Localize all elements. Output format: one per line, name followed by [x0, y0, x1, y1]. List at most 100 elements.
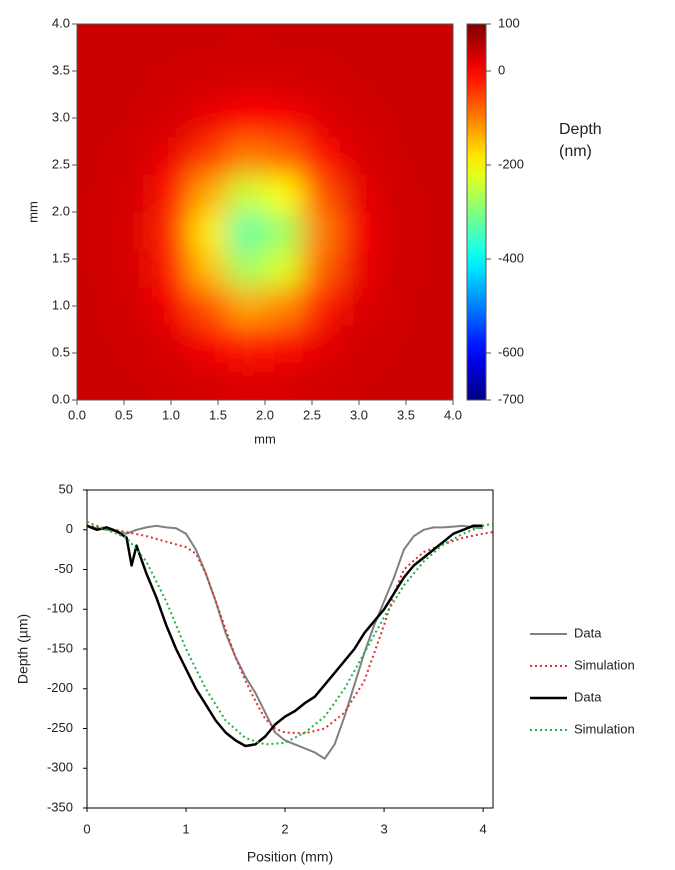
heatmap-cell: [77, 99, 116, 138]
heatmap-cell: [265, 212, 304, 251]
y-tick-label: 1.0: [52, 297, 70, 312]
colorbar: [466, 23, 487, 401]
heatmap-cell: [340, 212, 379, 251]
heatmap-cell: [265, 24, 304, 63]
y-tick-label: 0.0: [52, 391, 70, 406]
x-tick-label: 3.0: [350, 407, 368, 422]
heatmap-cell: [227, 362, 266, 400]
heatmap-cell: [77, 324, 116, 363]
heatmap-cell: [114, 212, 153, 251]
heatmap-cell: [189, 212, 228, 251]
heatmap-cell: [340, 99, 379, 138]
legend-label: Simulation: [574, 721, 635, 736]
heatmap-cell: [377, 24, 416, 63]
x-tick-label: 4: [479, 821, 486, 836]
heatmap-cell: [189, 287, 228, 326]
y-tick-label: 50: [59, 481, 73, 496]
heatmap-cell: [265, 324, 304, 363]
heatmap-cell: [77, 136, 116, 175]
heatmap-cell: [340, 61, 379, 100]
legend-label: Data: [574, 689, 602, 704]
heatmap-cell: [340, 324, 379, 363]
heatmap-cell: [189, 362, 228, 400]
heatmap-cell: [302, 99, 341, 138]
y-tick-label: -100: [47, 601, 73, 616]
y-tick-label: 3.5: [52, 62, 70, 77]
heatmap-cell: [377, 61, 416, 100]
y-tick-label: -250: [47, 720, 73, 735]
y-axis-label: Depth (µm): [15, 614, 31, 684]
heatmap-cell: [340, 24, 379, 63]
x-tick-label: 0.0: [68, 407, 86, 422]
heatmap-cell: [377, 324, 416, 363]
heatmap-cell: [265, 362, 304, 400]
y-tick-label: 3.0: [52, 109, 70, 124]
heatmap-cell: [152, 136, 191, 175]
heatmap-cell: [265, 61, 304, 100]
heatmap-cell: [189, 99, 228, 138]
x-tick-label: 1.0: [162, 407, 180, 422]
heatmap-cell: [377, 136, 416, 175]
data-line: [87, 524, 484, 760]
heatmap-cell: [114, 324, 153, 363]
heatmap-cell: [415, 324, 453, 363]
heatmap-cell: [77, 24, 116, 63]
heatmap-cell: [77, 287, 116, 326]
heatmap-cell: [227, 212, 266, 251]
heatmap-cell: [189, 324, 228, 363]
y-tick-label: 2.5: [52, 156, 70, 171]
heatmap-cell: [415, 174, 453, 213]
heatmap-cell: [152, 174, 191, 213]
colorbar-tick-label: 0: [498, 62, 505, 77]
heatmap-cell: [302, 212, 341, 251]
colorbar-tick-label: -400: [498, 250, 524, 265]
y-tick-label: -150: [47, 640, 73, 655]
heatmap-cell: [77, 61, 116, 100]
heatmap-cell: [377, 287, 416, 326]
heatmap-cell: [189, 136, 228, 175]
x-tick-label: 0: [83, 821, 90, 836]
heatmap-cell: [114, 362, 153, 400]
heatmap-cell: [77, 249, 116, 288]
heatmap-cell: [152, 249, 191, 288]
data-line: [87, 524, 493, 735]
heatmap-cell: [227, 136, 266, 175]
heatmap-cell: [302, 362, 341, 400]
heatmap-cell: [377, 99, 416, 138]
heatmap-cell: [415, 362, 453, 400]
heatmap-cell: [302, 287, 341, 326]
heatmap-cell: [377, 249, 416, 288]
heatmap-cell: [227, 24, 266, 63]
x-tick-label: 2.0: [256, 407, 274, 422]
heatmap-cell: [340, 362, 379, 400]
colorbar-tick-label: -200: [498, 156, 524, 171]
legend-label: Data: [574, 625, 602, 640]
y-axis-label: mm: [25, 201, 40, 223]
heatmap-cell: [415, 24, 453, 63]
heatmap-cell: [415, 136, 453, 175]
heatmap-cell: [377, 362, 416, 400]
heatmap-cell: [415, 287, 453, 326]
y-tick-label: 4.0: [52, 15, 70, 30]
heatmap-cell: [302, 136, 341, 175]
heatmap-cell: [302, 24, 341, 63]
heatmap-cell: [415, 61, 453, 100]
heatmap-cell: [340, 174, 379, 213]
x-tick-label: 1: [182, 821, 189, 836]
heatmap-cell: [302, 174, 341, 213]
heatmap-cell: [152, 24, 191, 63]
x-tick-label: 1.5: [209, 407, 227, 422]
heatmap-cell: [114, 24, 153, 63]
heatmap-cell: [152, 99, 191, 138]
y-tick-label: 1.5: [52, 250, 70, 265]
heatmap-cell: [227, 324, 266, 363]
plot-frame: [86, 489, 494, 809]
y-tick-label: 0: [66, 521, 73, 536]
colorbar-tick-label: -700: [498, 391, 524, 406]
heatmap-cell: [227, 287, 266, 326]
y-tick-label: 0.5: [52, 344, 70, 359]
heatmap-cell: [340, 249, 379, 288]
colorbar-label: (nm): [559, 143, 592, 160]
heatmap-cell: [152, 324, 191, 363]
